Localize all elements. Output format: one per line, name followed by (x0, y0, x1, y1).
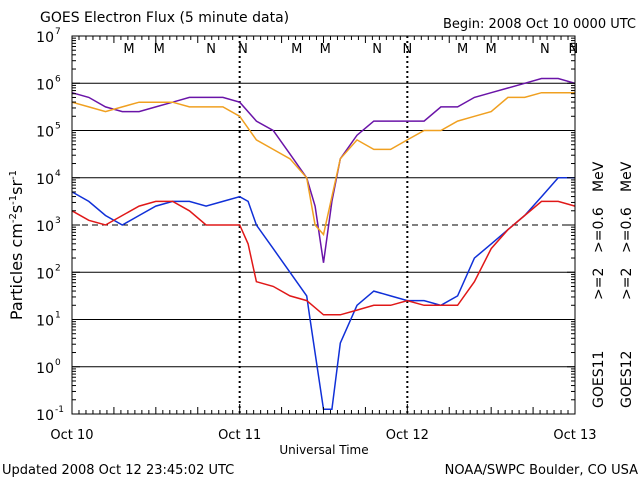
x-axis-label: Universal Time (279, 443, 368, 457)
day-separators (238, 36, 409, 414)
y-tick-label-1e3: 10 (36, 219, 54, 235)
x-tick-label-0: Oct 10 (50, 428, 93, 443)
legend-goes12: GOES12 (619, 351, 635, 408)
y-tick-label-1e1: 10 (36, 314, 54, 330)
marker-m-4: M (291, 42, 302, 57)
legend-unit-1: MeV (591, 161, 607, 192)
y-axis-label: Particles cm-2s-1sr-1 (7, 170, 26, 320)
y-tick-label-1e-1: 10 (36, 408, 54, 424)
series-line-1 (71, 91, 575, 237)
data-series (71, 77, 576, 411)
marker-m-9: M (486, 42, 497, 57)
y-tick-label-1e5: 10 (36, 125, 54, 141)
y-tick-exp-4: 4 (55, 169, 61, 179)
marker-m-1: M (154, 42, 165, 57)
x-axis-ticks: Oct 10 Oct 11 Oct 12 Oct 13 (50, 36, 597, 443)
y-tick-label-1e0: 10 (36, 361, 54, 377)
y-tick-exp-7: 7 (55, 27, 61, 37)
legend-goes11: GOES11 (591, 351, 607, 408)
legend-goes11-ge06: >=0.6 (591, 207, 607, 253)
series-line-3 (71, 200, 576, 316)
source-credit: NOAA/SWPC Boulder, CO USA (445, 463, 638, 478)
series-line-2 (71, 177, 575, 411)
legend-goes12-ge2: >=2 (619, 268, 635, 300)
chart-title: GOES Electron Flux (5 minute data) (40, 10, 289, 26)
series-line-0 (71, 77, 576, 263)
grid-lines (72, 82, 575, 368)
y-tick-label-1e6: 10 (36, 77, 54, 93)
y-tick-exp-5: 5 (55, 122, 61, 132)
marker-m-0: M (123, 42, 134, 57)
y-tick-exp-1: 1 (55, 311, 61, 321)
begin-time: Begin: 2008 Oct 10 0000 UTC (443, 17, 636, 32)
marker-n-10: N (540, 42, 550, 57)
marker-m-8: M (457, 42, 468, 57)
y-tick-label-1e4: 10 (36, 172, 54, 188)
marker-m-5: M (320, 42, 331, 57)
marker-n-7: N (402, 42, 412, 57)
legend-goes12-ge06: >=0.6 (619, 207, 635, 253)
y-tick-exp--1: -1 (55, 405, 64, 415)
y-tick-exp-2: 2 (55, 263, 61, 273)
y-tick-exp-6: 6 (55, 74, 61, 84)
y-tick-label-1e2: 10 (36, 266, 54, 282)
marker-n-3: N (238, 42, 248, 57)
legend-goes11-ge2: >=2 (591, 268, 607, 300)
updated-timestamp: Updated 2008 Oct 12 23:45:02 UTC (2, 463, 234, 478)
y-tick-exp-0: 0 (55, 358, 61, 368)
marker-n-11: N (568, 42, 578, 57)
y-tick-exp-3: 3 (55, 216, 61, 226)
legend-unit-2: MeV (619, 161, 635, 192)
x-tick-label-2: Oct 12 (386, 428, 429, 443)
marker-n-2: N (206, 42, 216, 57)
marker-n-6: N (372, 42, 382, 57)
x-tick-label-1: Oct 11 (218, 428, 261, 443)
legend: GOES11 GOES12 >=2 >=2 >=0.6 >=0.6 MeV Me… (591, 161, 635, 408)
y-tick-label-1e7: 10 (36, 30, 54, 46)
x-tick-label-3: Oct 13 (553, 428, 596, 443)
